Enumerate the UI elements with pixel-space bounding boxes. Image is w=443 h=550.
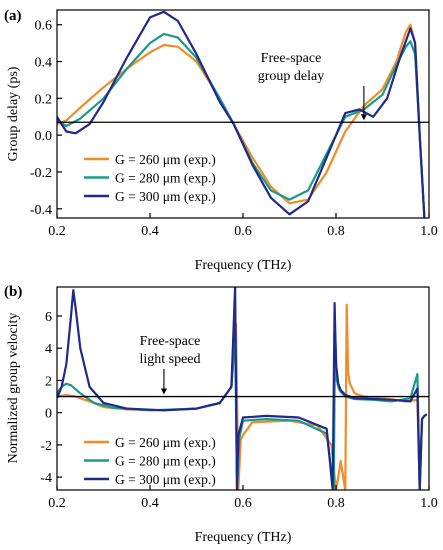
annotation-line-2-b: light speed [139,352,200,367]
x-tick-label-b: 0.2 [48,496,66,511]
annotation-arrowhead-a [360,114,367,121]
series-group-b [57,287,428,490]
y-tick-label-b: -2 [40,439,52,454]
legend-label-a-2: G = 300 μm (exp.) [115,189,216,204]
series-line-a-1 [57,32,426,218]
legend-label-a-1: G = 280 μm (exp.) [115,171,216,186]
annotation-arrowhead-b [160,388,167,395]
y-axis-label-b: Normalized group velocity [6,313,21,464]
x-axis-label-a: Frequency (THz) [195,258,292,273]
y-tick-label-b: -4 [40,471,52,486]
x-tick-label-a: 1.0 [420,224,438,239]
annotation-line-1-b: Free-space [140,334,201,349]
y-tick-label-a: 0.2 [35,92,53,107]
x-tick-label-b: 1.0 [420,496,438,511]
annotation-line-2-a: group delay [258,69,324,84]
legend-label-b-2: G = 300 μm (exp.) [115,472,216,487]
x-axis-label-b: Frequency (THz) [195,530,292,545]
series-line-b-0 [57,303,428,490]
y-tick-label-b: 6 [45,310,52,325]
y-axis-label-a: Group delay (ps) [6,66,21,161]
series-group-a [57,10,426,218]
legend-label-b-0: G = 260 μm (exp.) [115,435,216,450]
panel-a: (a) Frequency (THz) Group delay (ps) Fre… [4,8,438,273]
y-tick-label-a: 0.6 [35,19,53,34]
x-tick-label-a: 0.4 [141,224,159,239]
series-line-a-2 [57,10,426,218]
x-tick-label-b: 0.6 [234,496,252,511]
plot-frame-a [56,9,430,219]
x-tick-label-b: 0.4 [141,496,159,511]
panel-label-a: (a) [4,8,22,24]
panel-b: (b) Frequency (THz) Normalized group vel… [4,284,438,545]
legend-label-b-1: G = 280 μm (exp.) [115,454,216,469]
panel-label-b: (b) [4,284,22,300]
plot-frame-b [56,286,430,491]
y-tick-label-a: -0.4 [30,203,52,218]
series-line-b-1 [57,331,428,490]
series-line-b-2 [57,287,428,490]
y-tick-label-b: 4 [45,342,52,357]
y-tick-label-b: 2 [45,374,52,389]
legend-label-a-0: G = 260 μm (exp.) [115,152,216,167]
x-tick-label-a: 0.2 [48,224,66,239]
y-tick-label-a: -0.2 [30,166,52,181]
y-tick-label-b: 0 [45,407,52,422]
x-tick-label-b: 0.8 [327,496,345,511]
series-line-a-0 [57,23,426,218]
y-tick-label-a: 0.4 [35,56,53,71]
x-tick-label-a: 0.6 [234,224,252,239]
x-tick-label-a: 0.8 [327,224,345,239]
annotation-line-1-a: Free-space [261,51,322,66]
y-tick-label-a: 0.0 [35,129,53,144]
